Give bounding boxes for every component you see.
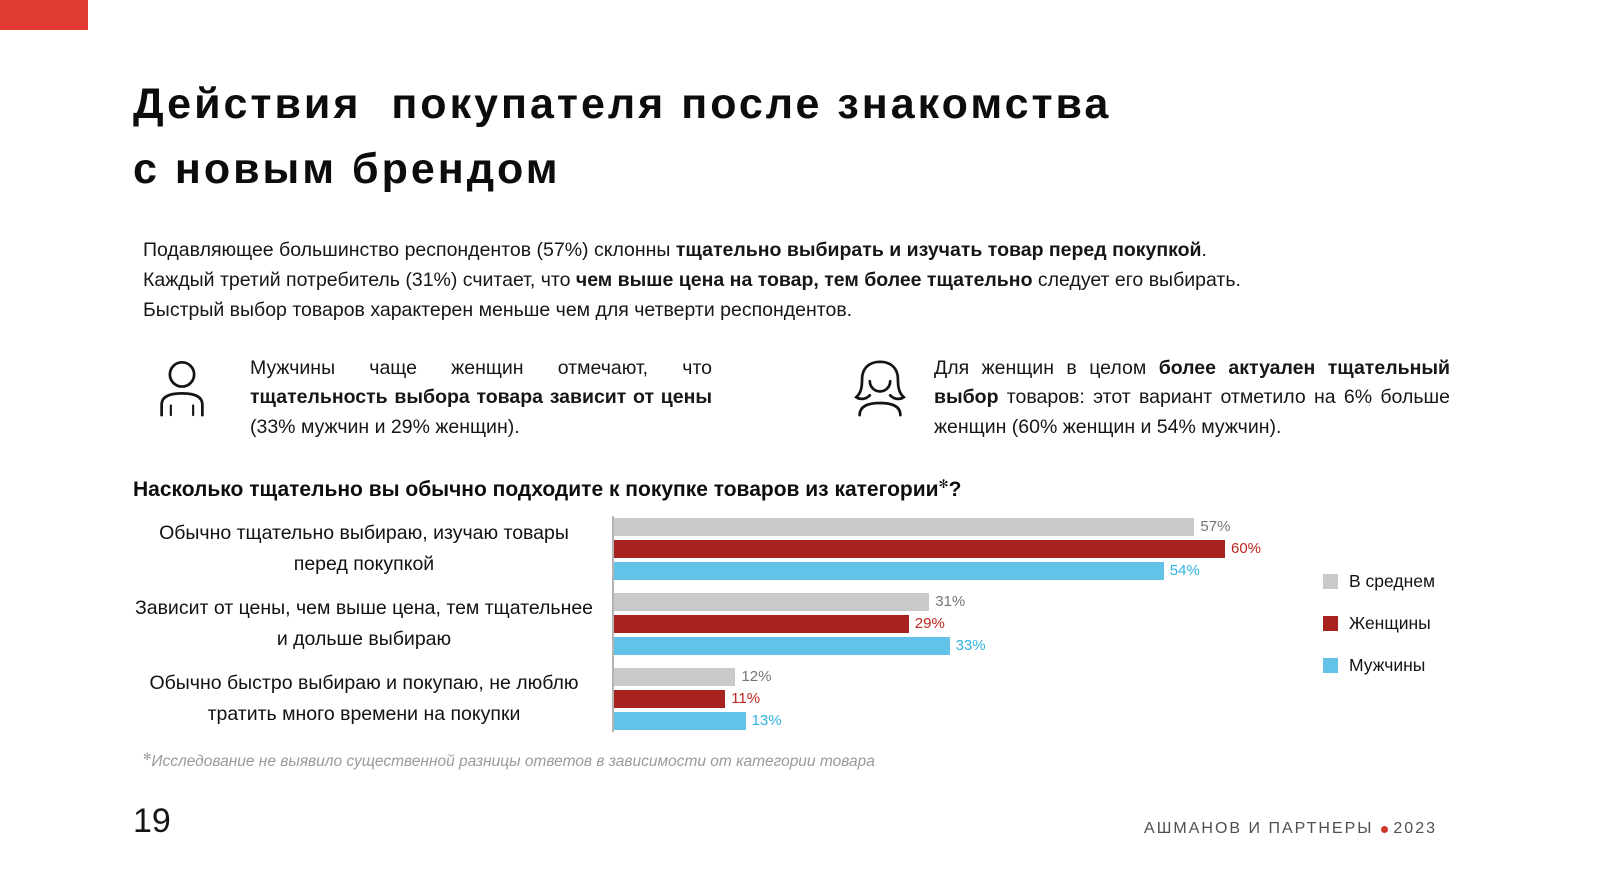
bar-average bbox=[613, 667, 736, 686]
chart-group-fast: Обычно быстро выбираю и покупаю, не любл… bbox=[133, 667, 1311, 730]
chart-axis-line bbox=[612, 515, 614, 732]
bar-value-label: 60% bbox=[1231, 540, 1262, 558]
bar-average bbox=[613, 517, 1195, 536]
page-number: 19 bbox=[133, 802, 171, 840]
category-label: Обычно тщательно выбираю, изучаю товары … bbox=[159, 522, 569, 575]
bar-men bbox=[613, 711, 746, 730]
footer-year: 2023 bbox=[1393, 820, 1437, 837]
man-icon bbox=[150, 356, 214, 420]
chart-question: Насколько тщательно вы обычно подходите … bbox=[133, 476, 962, 501]
bar-average bbox=[613, 592, 930, 611]
page-title: Действия покупателя после знакомства с н… bbox=[133, 72, 1470, 201]
bar-value-label: 33% bbox=[955, 637, 986, 655]
title-line-1: Действия покупателя после знакомства bbox=[133, 80, 1112, 128]
bar-women bbox=[613, 614, 909, 633]
footer-brand: АШМАНОВ И ПАРТНЕРЫ bbox=[1144, 820, 1374, 837]
callouts-row: Мужчины чаще женщин отмечают, что тщател… bbox=[150, 354, 1450, 443]
footnote-marker-icon: ✻ bbox=[143, 751, 152, 763]
bar-value-label: 12% bbox=[741, 668, 772, 686]
footnote-marker-icon: ✻ bbox=[938, 476, 949, 491]
chart-group-price: Зависит от цены, чем выше цена, тем тщат… bbox=[133, 592, 1311, 655]
legend-swatch-men bbox=[1323, 658, 1338, 674]
bar-value-label: 11% bbox=[731, 690, 761, 708]
bar-value-label: 57% bbox=[1200, 518, 1231, 536]
chart-legend: В среднем Женщины Мужчины bbox=[1323, 518, 1473, 730]
chart-rows: Обычно тщательно выбираю, изучаю товары … bbox=[133, 515, 1311, 732]
title-line-2: с новым брендом bbox=[133, 144, 561, 193]
chart-group-careful: Обычно тщательно выбираю, изучаю товары … bbox=[133, 517, 1311, 580]
callout-men: Мужчины чаще женщин отмечают, что тщател… bbox=[150, 354, 712, 443]
corner-accent bbox=[0, 0, 88, 30]
legend-item-men: Мужчины bbox=[1323, 655, 1473, 676]
legend-swatch-women bbox=[1323, 616, 1338, 632]
legend-swatch-average bbox=[1323, 574, 1338, 590]
bar-chart: Обычно тщательно выбираю, изучаю товары … bbox=[133, 515, 1473, 732]
bar-women bbox=[613, 539, 1225, 558]
intro-line: Подавляющее большинство респондентов (57… bbox=[143, 239, 1207, 261]
footnote: ✻Исследование не выявило существенной ра… bbox=[143, 751, 875, 770]
callout-women-text: Для женщин в целом более актуален тщател… bbox=[934, 356, 1450, 438]
bar-value-label: 54% bbox=[1169, 562, 1200, 580]
callout-women: Для женщин в целом более актуален тщател… bbox=[846, 354, 1450, 443]
woman-icon bbox=[846, 356, 914, 420]
intro-line: Каждый третий потребитель (31%) считает,… bbox=[143, 269, 1241, 292]
bar-men bbox=[613, 636, 950, 655]
bottom-bar: 19 АШМАНОВ И ПАРТНЕРЫ 2023 bbox=[133, 804, 1437, 838]
footer-dot-icon bbox=[1381, 825, 1389, 833]
category-label: Обычно быстро выбираю и покупаю, не любл… bbox=[149, 672, 579, 725]
bar-value-label: 29% bbox=[914, 615, 945, 633]
footer: АШМАНОВ И ПАРТНЕРЫ 2023 bbox=[1144, 820, 1437, 838]
legend-item-average: В среднем bbox=[1323, 571, 1473, 592]
bar-women bbox=[613, 689, 726, 708]
category-label: Зависит от цены, чем выше цена, тем тщат… bbox=[134, 597, 594, 650]
bar-value-label: 31% bbox=[935, 593, 966, 611]
intro-paragraph: Подавляющее большинство респондентов (57… bbox=[143, 235, 1460, 326]
bar-value-label: 13% bbox=[751, 712, 782, 730]
intro-line: Быстрый выбор товаров характерен меньше … bbox=[143, 299, 853, 322]
legend-item-women: Женщины bbox=[1323, 613, 1473, 634]
callout-men-text: Мужчины чаще женщин отмечают, что тщател… bbox=[250, 356, 712, 438]
bar-men bbox=[613, 561, 1164, 580]
